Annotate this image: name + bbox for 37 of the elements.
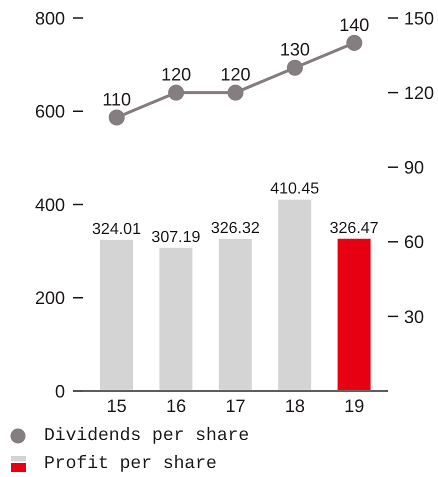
point [228, 84, 244, 101]
y2-tick-label: 30 [404, 306, 424, 327]
x-tick-label: 17 [225, 396, 246, 416]
y-tick-label: 200 [34, 288, 65, 308]
x-tick-label: 15 [106, 396, 127, 416]
y2-tick-label: 150 [404, 8, 434, 28]
data-label: 326.47 [330, 220, 379, 237]
legend-label: Dividends per share [44, 426, 250, 446]
point [168, 84, 184, 101]
x-tick-label: 19 [344, 396, 364, 416]
data-label: 130 [280, 40, 310, 60]
data-label: 120 [220, 64, 251, 85]
y-tick-label: 600 [34, 102, 65, 122]
y2-tick-label: 60 [404, 232, 424, 252]
data-label: 140 [339, 14, 370, 35]
data-label: 307.19 [151, 228, 200, 246]
point [346, 34, 362, 51]
data-label: 120 [161, 64, 192, 85]
point [108, 109, 125, 126]
x-tick-label: 18 [284, 396, 305, 416]
y2-tick-label: 90 [404, 158, 424, 178]
y2-tick-label: 120 [404, 82, 434, 103]
bar [278, 200, 312, 391]
y-tick-label: 800 [34, 8, 65, 28]
x-tick-label: 16 [166, 396, 186, 416]
bar [218, 238, 252, 391]
data-label: 324.01 [92, 220, 142, 238]
y-tick-label: 0 [54, 381, 65, 402]
data-label: 110 [102, 89, 132, 110]
data-label: 326.32 [210, 220, 260, 237]
bar [100, 240, 133, 391]
point [286, 60, 303, 76]
bar [159, 248, 192, 391]
legend-label: Profit per share [44, 454, 217, 474]
bar [338, 238, 371, 391]
data-label: 410.45 [270, 180, 320, 198]
y-tick-label: 400 [34, 194, 65, 215]
